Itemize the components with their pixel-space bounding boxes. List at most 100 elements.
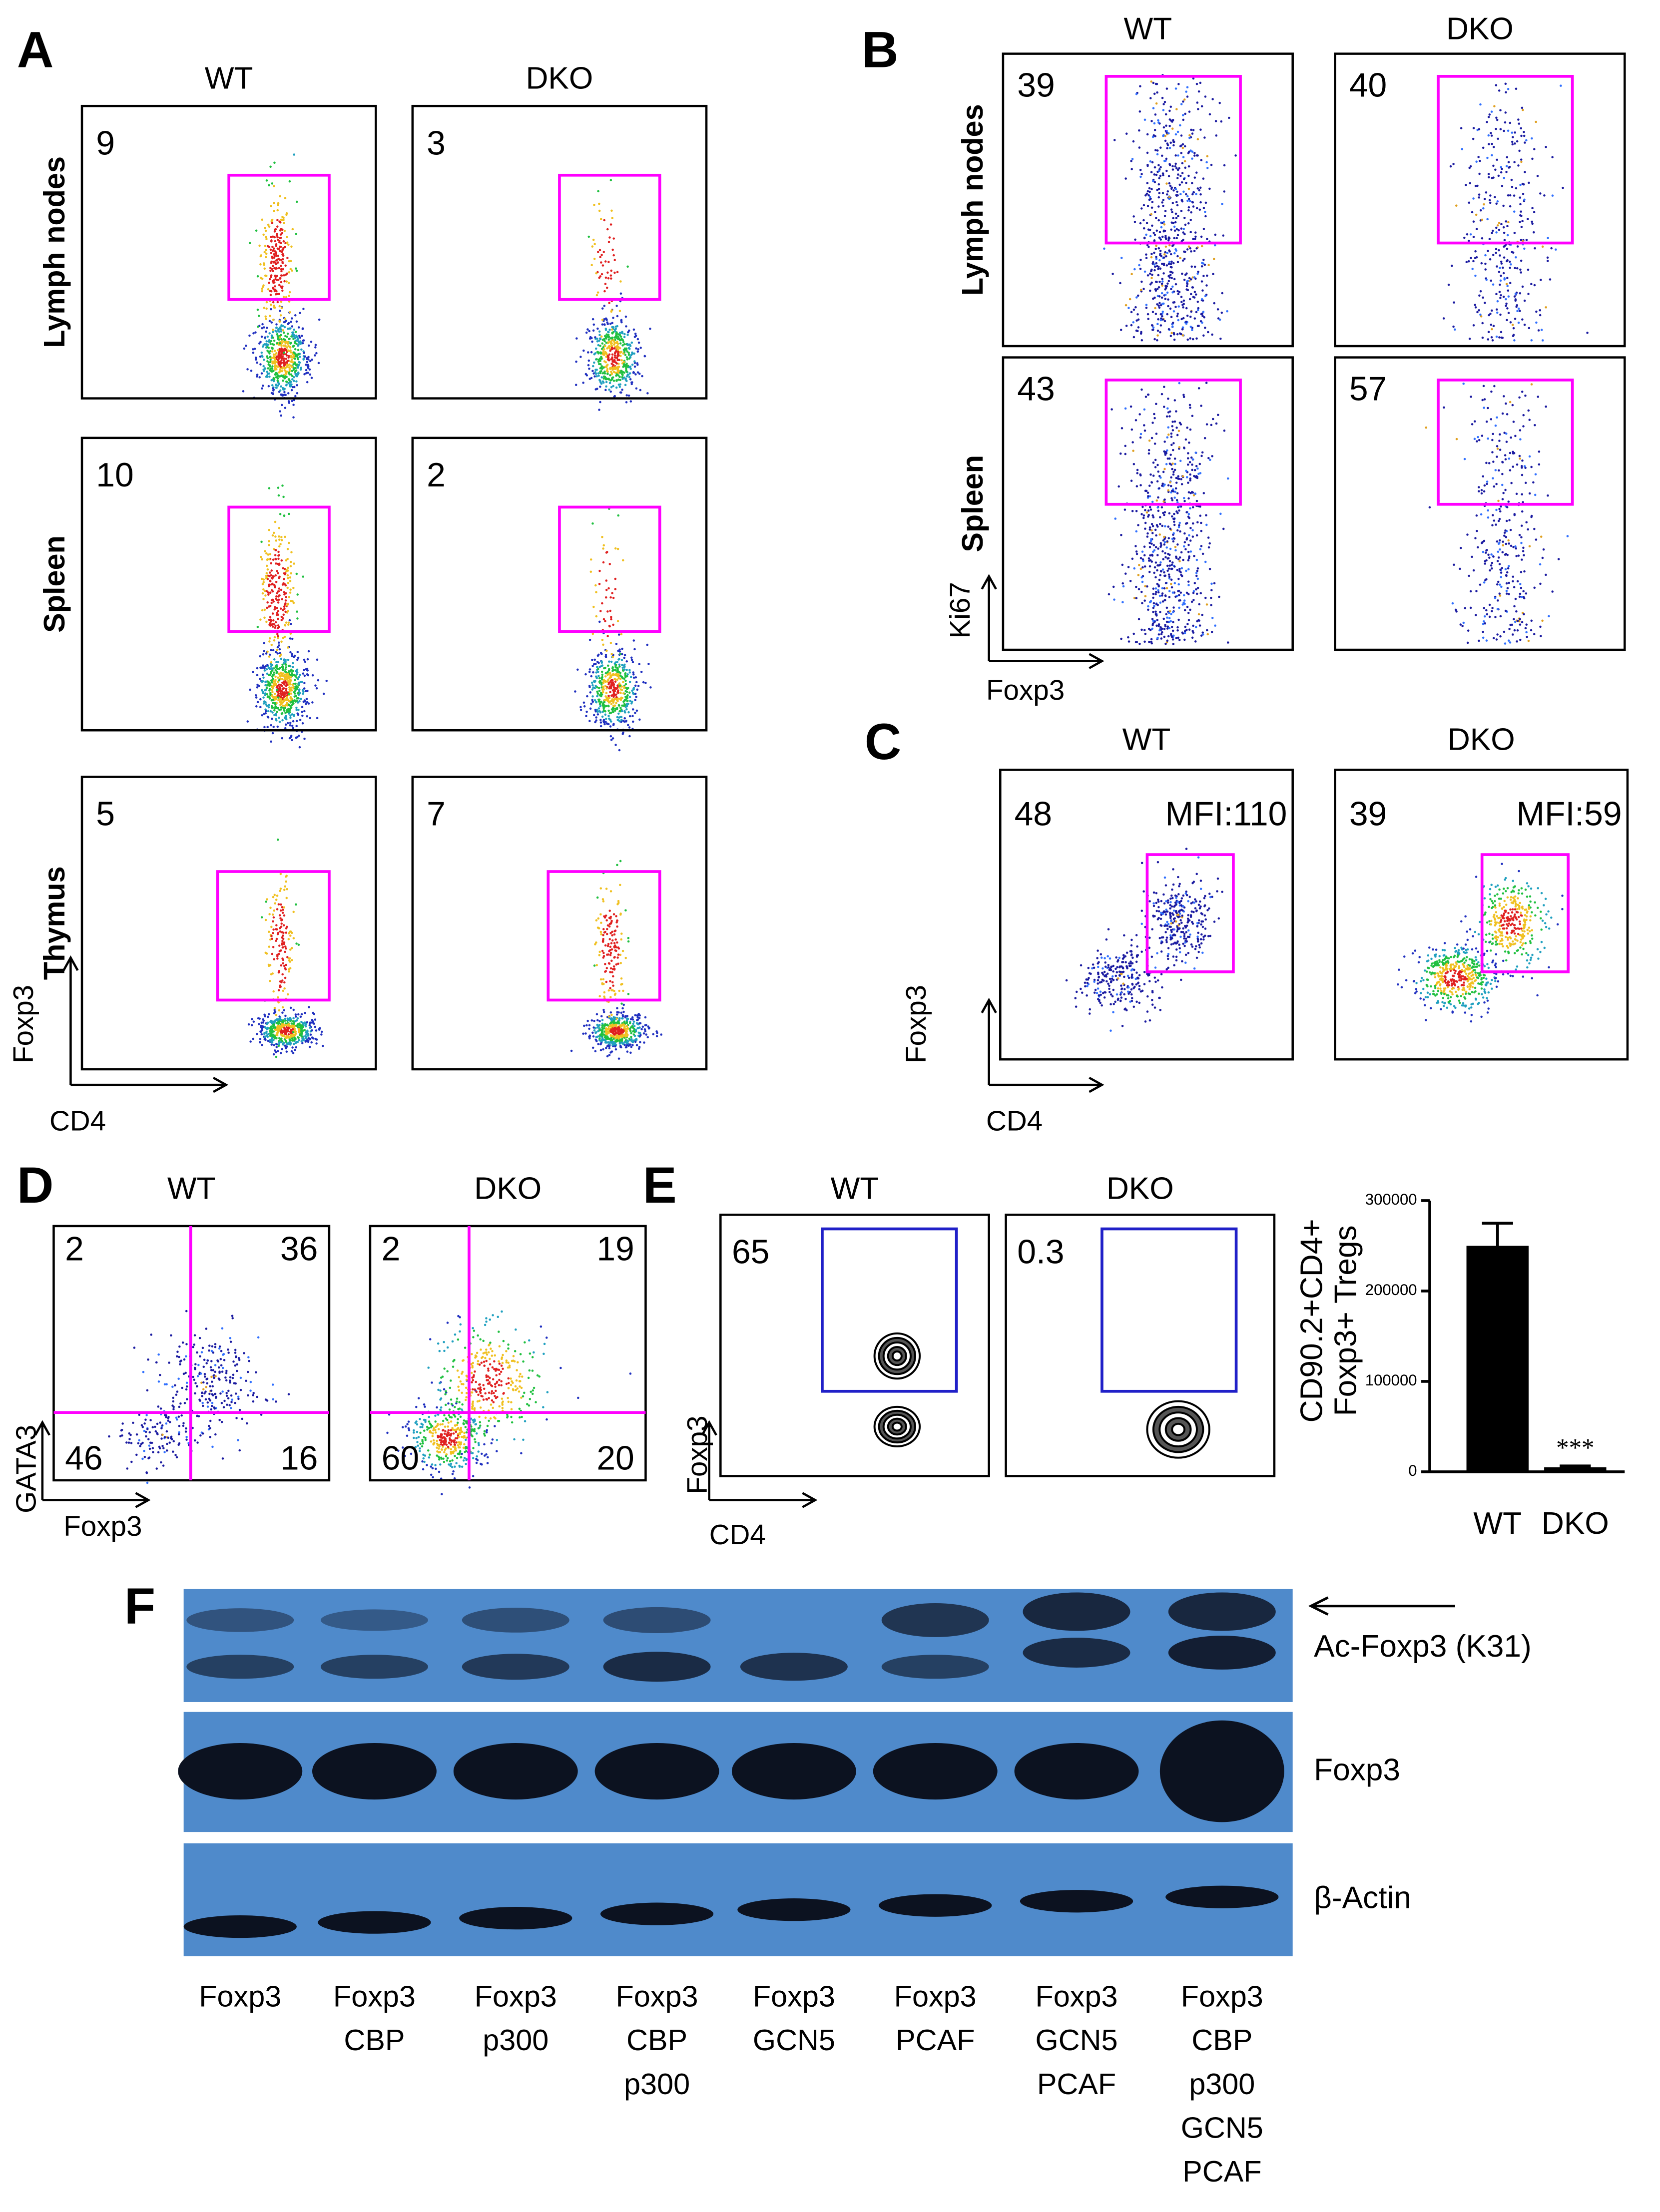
cell-dot — [281, 678, 284, 680]
cell-dot — [291, 400, 293, 403]
cell-dot — [269, 553, 272, 555]
cell-dot — [598, 1037, 601, 1040]
cell-dot — [297, 340, 300, 343]
cell-dot — [296, 1040, 298, 1043]
cell-dot — [590, 675, 592, 678]
cell-dot — [627, 993, 630, 995]
cell-dot — [615, 949, 617, 952]
panel-letter: A — [17, 21, 54, 78]
cell-dot — [259, 618, 262, 621]
cell-dot — [598, 409, 600, 411]
cell-dot — [612, 700, 614, 703]
cell-dot — [273, 350, 276, 352]
cell-dot — [305, 369, 308, 372]
cell-dot — [262, 1021, 265, 1024]
cell-dot — [265, 344, 268, 347]
cell-dot — [270, 661, 273, 664]
cell-dot — [613, 271, 616, 274]
cell-dot — [595, 294, 598, 297]
cell-dot — [1163, 320, 1166, 323]
cell-dot — [246, 720, 249, 723]
cell-dot — [630, 1032, 632, 1034]
cell-dot — [277, 381, 280, 384]
cell-dot — [288, 260, 291, 263]
cell-dot — [271, 664, 273, 667]
cell-dot — [608, 925, 611, 928]
cell-dot — [605, 717, 607, 720]
cell-dot — [285, 621, 288, 624]
cell-dot — [591, 688, 594, 691]
cell-dot — [610, 363, 613, 365]
cell-dot — [272, 286, 274, 289]
cell-dot — [1168, 244, 1171, 247]
cell-dot — [1515, 87, 1518, 90]
cell-dot — [279, 246, 282, 248]
cell-dot — [325, 680, 328, 682]
cell-dot — [1174, 212, 1177, 215]
cell-dot — [619, 280, 622, 283]
cell-dot — [1139, 259, 1142, 261]
cell-dot — [269, 579, 272, 582]
cell-dot — [1163, 100, 1166, 103]
cell-dot — [280, 338, 283, 341]
cell-dot — [273, 281, 276, 284]
cell-dot — [615, 702, 617, 704]
cell-dot — [284, 661, 287, 663]
cell-dot — [1170, 332, 1173, 335]
cell-dot — [1187, 245, 1190, 248]
cell-dot — [1177, 83, 1180, 85]
cell-dot — [1175, 217, 1178, 219]
cell-dot — [274, 548, 277, 551]
cell-dot — [1156, 329, 1159, 332]
cell-dot — [261, 583, 264, 585]
cell-dot — [613, 709, 616, 712]
cell-dot — [279, 237, 282, 239]
cell-dot — [620, 351, 623, 353]
cell-dot — [1177, 305, 1180, 308]
cell-dot — [611, 217, 613, 219]
cell-dot — [285, 716, 287, 718]
cell-dot — [1190, 128, 1192, 131]
cell-dot — [1195, 337, 1198, 340]
cell-dot — [263, 267, 266, 270]
cell-dot — [1492, 164, 1495, 167]
cell-dot — [628, 726, 631, 729]
cell-dot — [285, 875, 288, 877]
cell-dot — [601, 352, 604, 355]
cell-dot — [276, 1018, 279, 1021]
cell-dot — [598, 995, 601, 997]
cell-dot — [642, 1032, 645, 1035]
cell-dot — [297, 326, 300, 329]
cell-dot — [270, 236, 272, 238]
cell-dot — [588, 720, 591, 722]
cell-dot — [278, 240, 281, 242]
cell-dot — [637, 685, 640, 687]
cell-dot — [623, 1026, 626, 1028]
cell-dot — [251, 1018, 253, 1020]
cell-dot — [1199, 128, 1202, 131]
cell-dot — [592, 372, 595, 375]
cell-dot — [271, 343, 274, 346]
cell-dot — [280, 270, 283, 273]
cell-dot — [283, 981, 286, 984]
cell-dot — [627, 331, 629, 334]
cell-dot — [284, 573, 286, 576]
cell-dot — [600, 660, 603, 663]
cell-dot — [272, 319, 275, 321]
cell-dot — [604, 675, 607, 678]
cell-dot — [269, 364, 271, 367]
cell-dot — [301, 681, 303, 683]
cell-dot — [590, 702, 592, 705]
cell-dot — [624, 699, 626, 702]
cell-dot — [1159, 331, 1161, 334]
cell-dot — [620, 1034, 622, 1037]
cell-dot — [608, 624, 611, 627]
cell-dot — [286, 242, 288, 244]
cell-dot — [611, 934, 613, 936]
cell-dot — [294, 1030, 297, 1033]
cell-dot — [255, 696, 258, 699]
cell-dot — [614, 680, 617, 683]
cell-dot — [1153, 129, 1156, 131]
cell-dot — [297, 713, 300, 716]
cell-dot — [596, 327, 599, 330]
